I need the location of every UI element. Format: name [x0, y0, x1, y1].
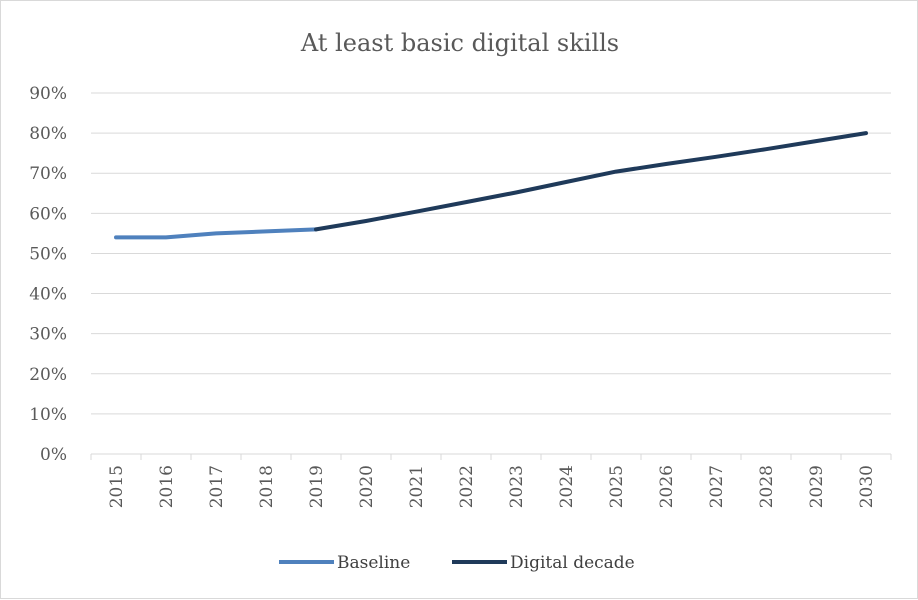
x-tick-label: 2029	[807, 465, 827, 508]
x-tick-label: 2019	[307, 465, 327, 508]
legend-label-digital-decade: Digital decade	[510, 553, 635, 573]
x-tick-label: 2022	[457, 465, 477, 508]
x-axis	[90, 453, 892, 460]
x-tick-label: 2026	[657, 465, 677, 508]
chart-title: At least basic digital skills	[300, 29, 619, 57]
y-tick-label: 20%	[29, 365, 67, 385]
x-tick-label: 2020	[357, 465, 377, 508]
x-axis-ticks: 2015 2016 2017 2018 2019 2020 2021 2022 2023 2024…	[107, 465, 877, 508]
x-tick-label: 2017	[207, 465, 227, 508]
y-tick-label: 50%	[29, 244, 67, 264]
series-line-digital-decade	[314, 131, 868, 232]
x-tick-label: 2018	[257, 465, 277, 508]
gridlines	[91, 92, 891, 415]
y-tick-label: 70%	[29, 164, 67, 184]
y-tick-label: 60%	[29, 204, 67, 224]
x-tick-label: 2021	[407, 465, 427, 508]
x-tick-label: 2027	[707, 465, 727, 508]
y-tick-label: 30%	[29, 325, 67, 345]
x-tick-label: 2015	[107, 465, 127, 508]
x-tick-label: 2024	[557, 465, 577, 508]
series-line-baseline	[114, 227, 318, 240]
legend: Baseline Digital decade	[279, 553, 635, 573]
x-tick-label: 2028	[757, 465, 777, 508]
y-tick-label: 80%	[29, 124, 67, 144]
legend-label-baseline: Baseline	[337, 553, 410, 573]
series-lines	[114, 131, 868, 240]
y-tick-label: 10%	[29, 405, 67, 425]
x-tick-label: 2016	[157, 465, 177, 508]
y-tick-label: 90%	[29, 84, 67, 104]
y-tick-label: 0%	[40, 445, 67, 465]
x-tick-label: 2023	[507, 465, 527, 508]
y-tick-label: 40%	[29, 285, 67, 305]
x-tick-label: 2030	[857, 465, 877, 508]
x-tick-label: 2025	[607, 465, 627, 508]
y-axis-ticks: 0% 10% 20% 30% 40% 50% 60% 70% 80% 90%	[29, 84, 67, 465]
